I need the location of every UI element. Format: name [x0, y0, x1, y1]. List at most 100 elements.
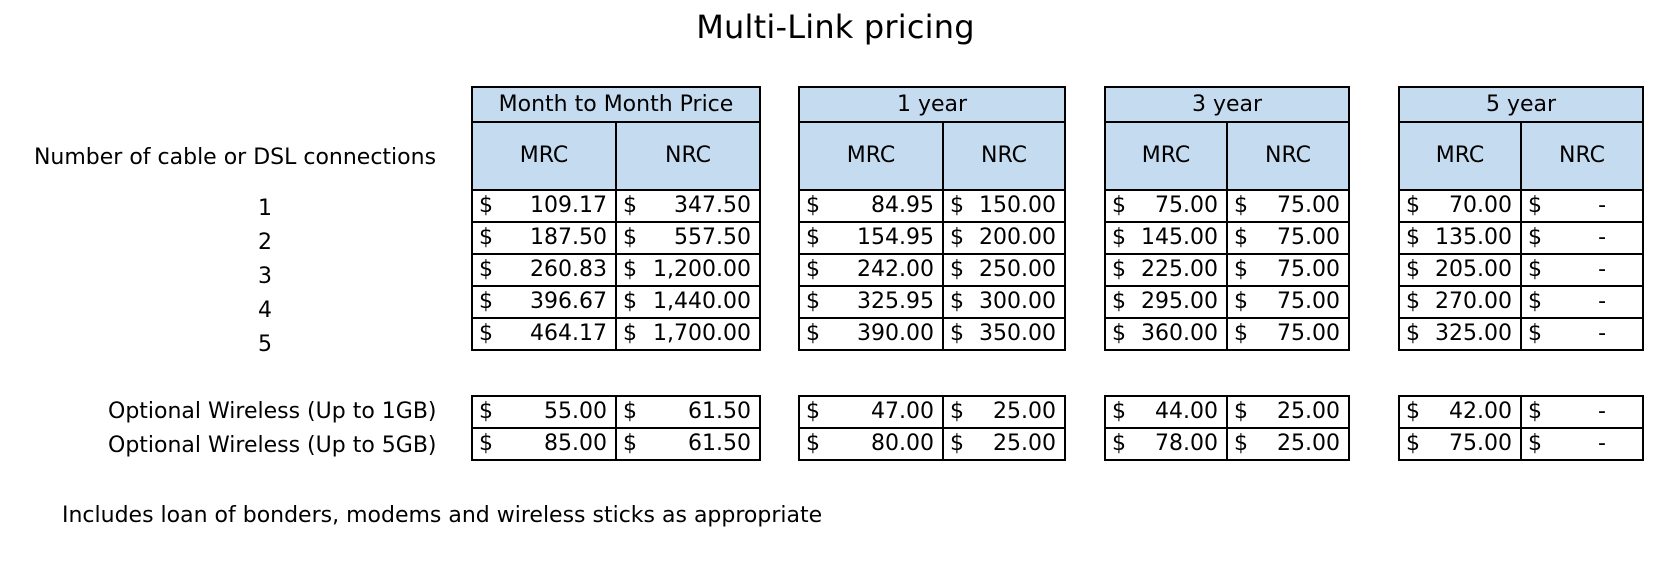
price-amount: 135.00 [1435, 225, 1512, 250]
currency-symbol: $ [623, 399, 637, 424]
currency-symbol: $ [950, 225, 964, 250]
table-row: $84.95 $150.00 [798, 189, 1067, 223]
price-amount: 75.00 [1277, 289, 1341, 314]
nrc-header: NRC [941, 121, 1067, 191]
currency-symbol: $ [479, 257, 493, 282]
term-header: 1 year [797, 86, 1067, 123]
nrc-cell: $250.00 [941, 253, 1067, 287]
term-header: Month to Month Price [471, 86, 761, 123]
mrc-cell: $270.00 [1398, 285, 1522, 319]
price-amount: 85.00 [544, 431, 607, 456]
table-row: $80.00 $25.00 [798, 427, 1066, 461]
nrc-cell: $557.50 [615, 221, 761, 255]
price-amount: 80.00 [871, 431, 934, 456]
nrc-cell: $ - [1519, 253, 1645, 287]
currency-symbol: $ [1112, 289, 1126, 314]
table-row: $295.00 $75.00 [1104, 285, 1351, 319]
footer-note: Includes loan of bonders, modems and wir… [62, 503, 823, 528]
table-row: $390.00 $350.00 [798, 317, 1067, 351]
currency-symbol: $ [950, 289, 964, 314]
mrc-cell: $109.17 [471, 189, 617, 223]
row-label-4: 4 [258, 298, 272, 323]
price-amount: 270.00 [1435, 289, 1512, 314]
currency-symbol: $ [1112, 431, 1126, 456]
mrc-cell: $205.00 [1398, 253, 1522, 287]
price-amount: - [1598, 257, 1607, 282]
table-row: $44.00 $25.00 [1104, 395, 1350, 429]
mrc-cell: $225.00 [1104, 253, 1228, 287]
nrc-cell: $1,200.00 [615, 253, 761, 287]
currency-symbol: $ [623, 225, 637, 250]
currency-symbol: $ [1406, 431, 1420, 456]
nrc-cell: $300.00 [941, 285, 1067, 319]
mrc-cell: $80.00 [798, 427, 944, 461]
currency-symbol: $ [1234, 431, 1248, 456]
price-amount: 325.00 [1435, 321, 1512, 346]
table-row: $325.95 $300.00 [798, 285, 1067, 319]
currency-symbol: $ [1112, 399, 1126, 424]
nrc-cell: $75.00 [1225, 317, 1351, 351]
currency-symbol: $ [1528, 321, 1542, 346]
wireless-table-month-to-month-price: $55.00 $61.50 $85.00 $61.50 [471, 395, 761, 461]
price-amount: 150.00 [979, 193, 1057, 218]
price-amount: - [1598, 225, 1607, 250]
currency-symbol: $ [1234, 193, 1248, 218]
pricing-table-3-year: 3 year MRC NRC $75.00 $75.00 $145.00 $75.00 $22… [1103, 86, 1351, 351]
mrc-cell: $47.00 [798, 395, 944, 429]
mrc-cell: $187.50 [471, 221, 617, 255]
mrc-cell: $325.00 [1398, 317, 1522, 351]
price-amount: 260.83 [530, 257, 607, 282]
mrc-cell: $135.00 [1398, 221, 1522, 255]
mrc-cell: $78.00 [1104, 427, 1228, 461]
price-amount: 396.67 [530, 289, 607, 314]
term-header: 5 year [1397, 86, 1645, 123]
price-amount: 350.00 [979, 321, 1057, 346]
nrc-cell: $75.00 [1225, 221, 1351, 255]
pricing-table-month-to-month-price: Month to Month Price MRC NRC $109.17 $347.50… [471, 86, 761, 351]
currency-symbol: $ [1234, 257, 1248, 282]
mrc-cell: $55.00 [471, 395, 617, 429]
table-row: $154.95 $200.00 [798, 221, 1067, 255]
currency-symbol: $ [623, 321, 637, 346]
nrc-cell: $1,700.00 [615, 317, 761, 351]
currency-symbol: $ [950, 399, 964, 424]
table-row: $75.00 $ - [1398, 427, 1644, 461]
mrc-header: MRC [471, 121, 617, 191]
price-amount: 464.17 [530, 321, 607, 346]
currency-symbol: $ [950, 257, 964, 282]
currency-symbol: $ [806, 193, 820, 218]
currency-symbol: $ [806, 225, 820, 250]
table-row: $70.00 $ - [1398, 189, 1645, 223]
nrc-cell: $25.00 [942, 427, 1066, 461]
table-row: $187.50 $557.50 [471, 221, 761, 255]
currency-symbol: $ [1234, 399, 1248, 424]
price-amount: 25.00 [1277, 431, 1340, 456]
price-amount: 1,700.00 [653, 321, 751, 346]
currency-symbol: $ [479, 321, 493, 346]
price-amount: 242.00 [857, 257, 934, 282]
wireless-label-5gb: Optional Wireless (Up to 5GB) [108, 433, 437, 458]
price-amount: 1,200.00 [653, 257, 751, 282]
nrc-header: NRC [1225, 121, 1351, 191]
price-amount: 154.95 [857, 225, 934, 250]
mrc-cell: $75.00 [1104, 189, 1228, 223]
price-amount: 55.00 [544, 399, 607, 424]
row-label-1: 1 [258, 196, 272, 221]
nrc-cell: $ - [1519, 285, 1645, 319]
currency-symbol: $ [1234, 289, 1248, 314]
currency-symbol: $ [1234, 321, 1248, 346]
currency-symbol: $ [1234, 225, 1248, 250]
row-label-2: 2 [258, 230, 272, 255]
currency-symbol: $ [1406, 193, 1420, 218]
currency-symbol: $ [1528, 257, 1542, 282]
mrc-cell: $260.83 [471, 253, 617, 287]
table-row: $205.00 $ - [1398, 253, 1645, 287]
currency-symbol: $ [479, 431, 493, 456]
currency-symbol: $ [1112, 193, 1126, 218]
currency-symbol: $ [806, 431, 820, 456]
mrc-cell: $464.17 [471, 317, 617, 351]
currency-symbol: $ [1528, 431, 1542, 456]
wireless-table-5-year: $42.00 $ - $75.00 $ - [1398, 395, 1644, 461]
price-amount: 75.00 [1277, 257, 1341, 282]
currency-symbol: $ [950, 321, 964, 346]
